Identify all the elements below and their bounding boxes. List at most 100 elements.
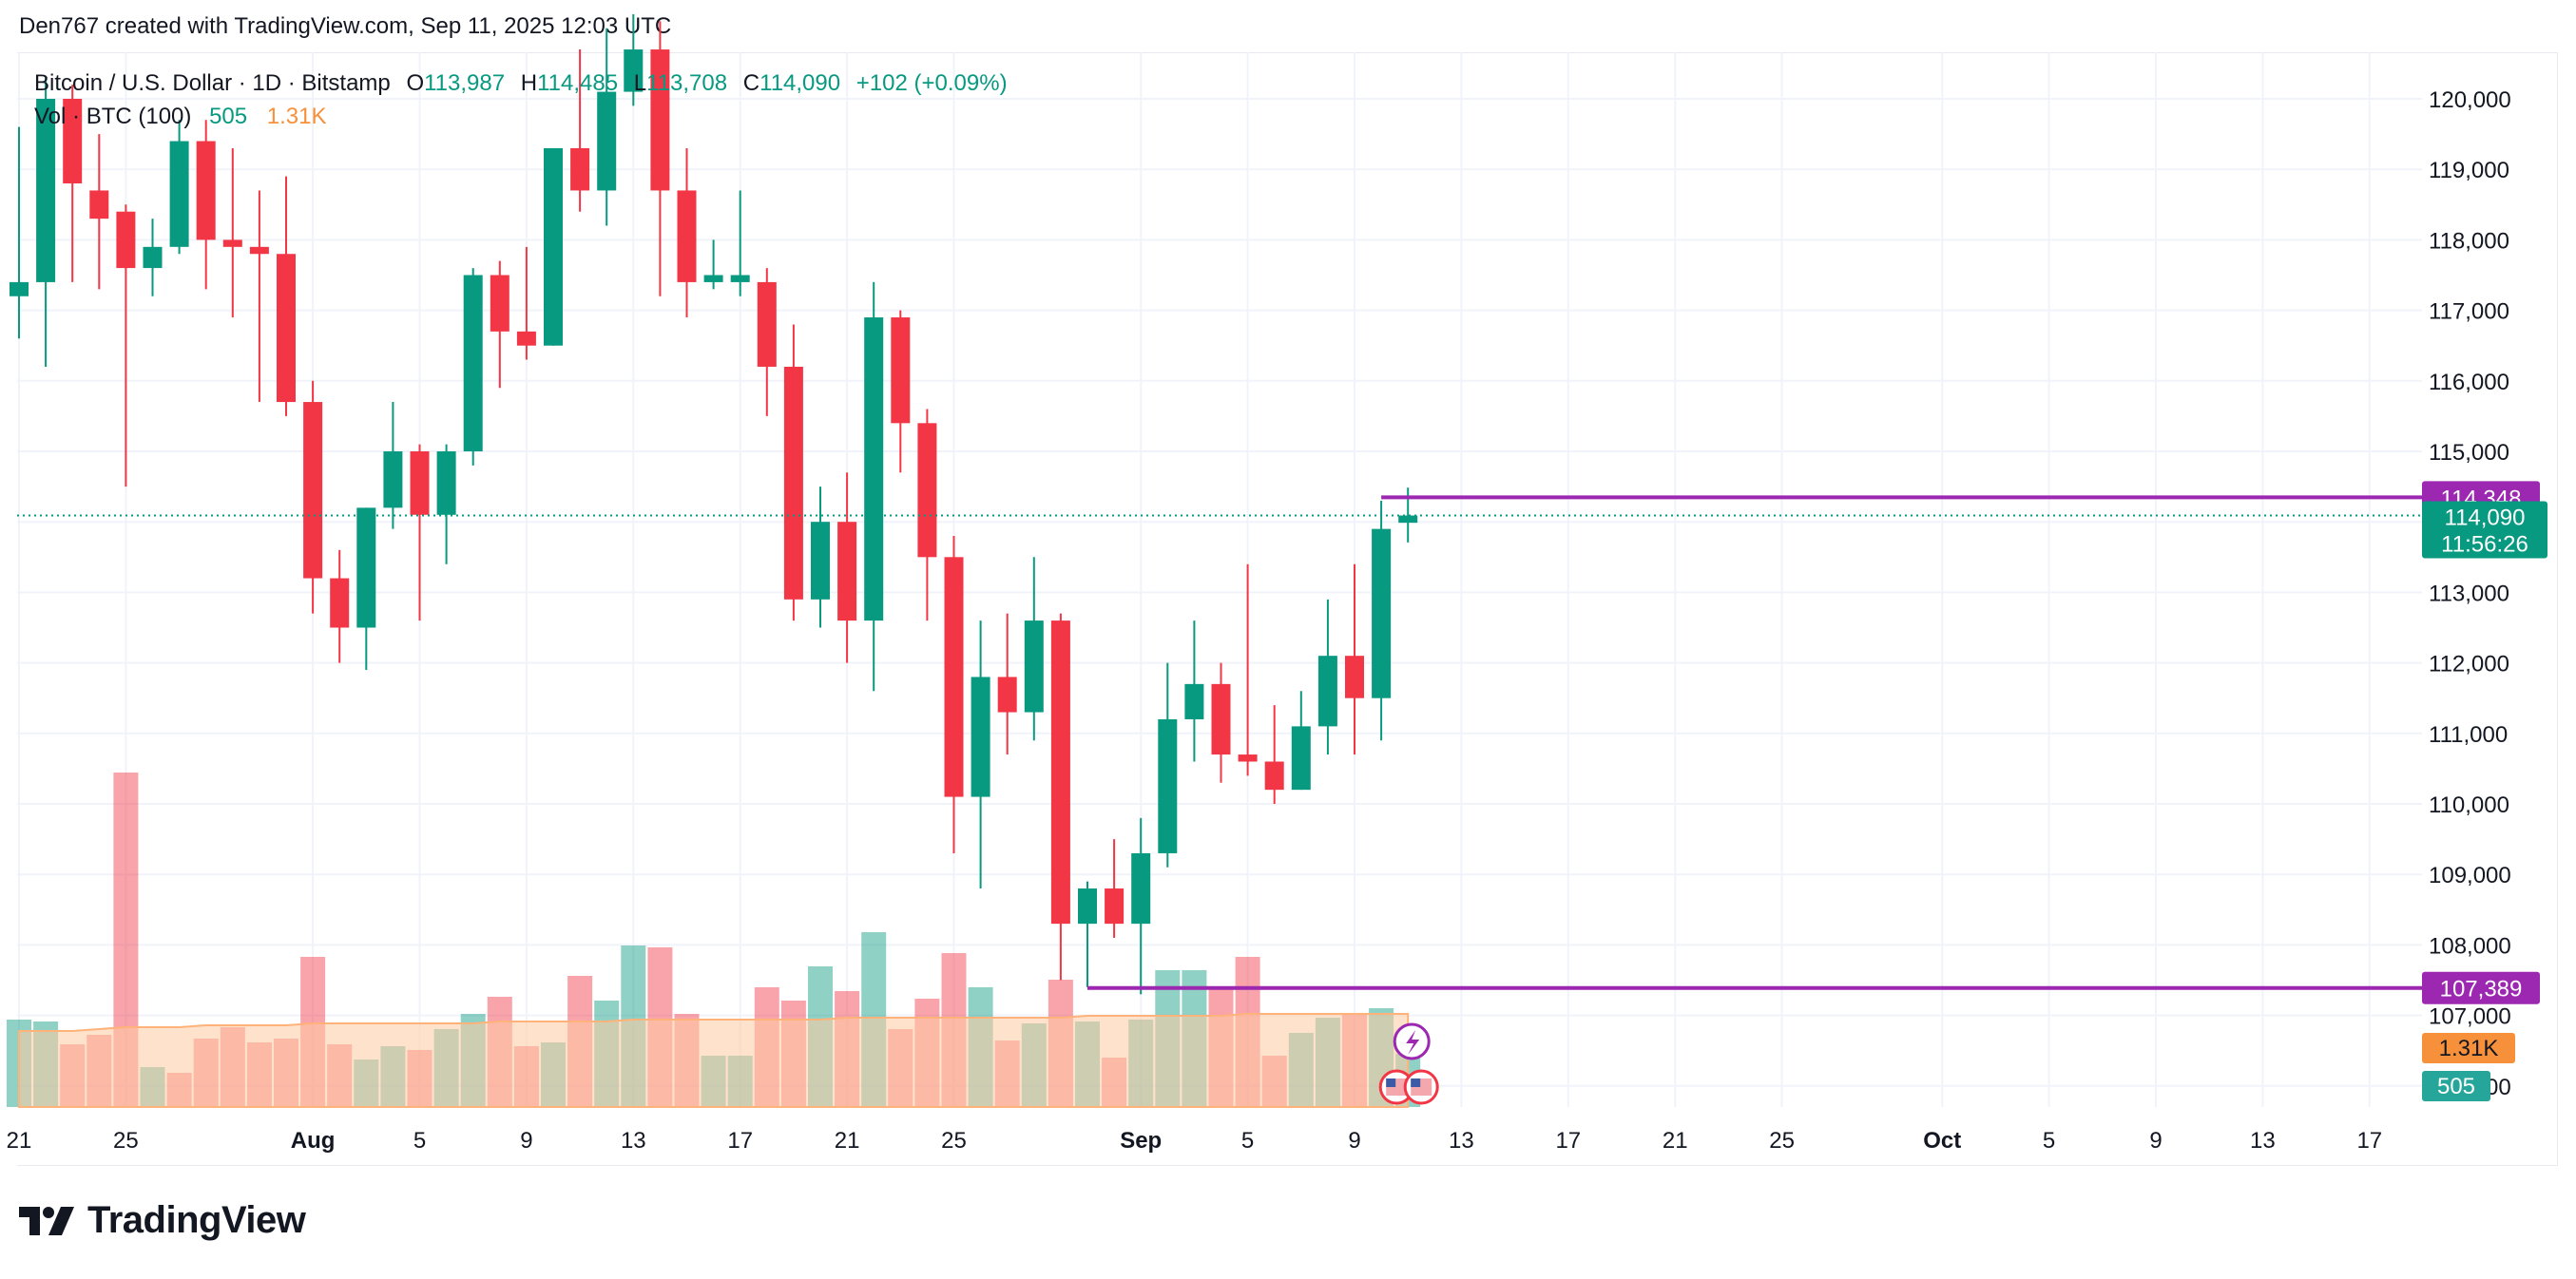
candle[interactable] (1131, 817, 1151, 995)
y-tick-label: 110,000 (2429, 792, 2509, 818)
candle[interactable] (944, 536, 964, 853)
tradingview-logo[interactable]: TradingView (19, 1199, 306, 1242)
x-tick-label: 17 (727, 1128, 753, 1154)
legend-high-label: H (520, 70, 538, 96)
y-tick-label: 109,000 (2429, 863, 2511, 888)
x-tick-label: 21 (1663, 1128, 1688, 1154)
candle[interactable] (1105, 839, 1125, 938)
candle-body (383, 451, 403, 508)
candle[interactable] (116, 204, 136, 487)
candle[interactable] (277, 176, 296, 416)
x-tick-label: 13 (1449, 1128, 1474, 1154)
candle[interactable] (650, 21, 670, 296)
y-tick-label: 107,000 (2429, 1004, 2511, 1030)
candle-body (891, 317, 911, 424)
candle-body (783, 366, 803, 600)
candle[interactable] (597, 28, 617, 226)
candle[interactable] (783, 324, 803, 621)
candle[interactable] (330, 549, 350, 663)
y-tick-label: 108,000 (2429, 933, 2511, 959)
candle-body (757, 281, 777, 367)
candle-body (89, 190, 109, 220)
candle[interactable] (703, 239, 723, 290)
candle-body (1211, 683, 1231, 755)
candle[interactable] (624, 13, 644, 106)
candle[interactable] (917, 409, 937, 621)
candle[interactable] (463, 268, 483, 466)
candle[interactable] (1050, 613, 1070, 981)
candle[interactable] (410, 444, 430, 621)
candle[interactable] (143, 219, 163, 296)
candle[interactable] (1078, 881, 1097, 987)
candle[interactable] (891, 310, 911, 473)
legend-symbol[interactable]: Bitcoin / U.S. Dollar · 1D · Bitstamp (34, 70, 391, 96)
candle-body (1398, 515, 1418, 524)
x-tick-label: 9 (2149, 1128, 2162, 1154)
legend-volume-label[interactable]: Vol · BTC (100) (34, 104, 192, 129)
y-tick-label: 113,000 (2429, 581, 2509, 606)
candle[interactable] (63, 85, 83, 282)
candle[interactable] (1291, 691, 1311, 791)
legend-open: 113,987 (424, 70, 506, 96)
legend-close-label: C (742, 70, 760, 96)
candle[interactable] (837, 472, 857, 663)
grid (17, 52, 2422, 1107)
candle[interactable] (570, 49, 590, 212)
candle[interactable] (490, 260, 509, 389)
candle[interactable] (811, 487, 830, 628)
candle[interactable] (303, 380, 323, 614)
lightning-glyph (1406, 1030, 1420, 1055)
candle[interactable] (1238, 563, 1258, 776)
candle-body (730, 275, 750, 282)
candle-body (249, 246, 269, 255)
x-tick-label: 5 (413, 1128, 426, 1154)
x-tick-label: 21 (835, 1128, 860, 1154)
candle-body (143, 246, 163, 269)
candle[interactable] (1184, 620, 1204, 762)
candle[interactable] (677, 147, 697, 318)
volume-pane (7, 773, 1421, 1108)
candle[interactable] (10, 126, 29, 339)
candle[interactable] (436, 444, 456, 564)
candle-body (1158, 718, 1178, 853)
candle[interactable] (1211, 662, 1231, 783)
candle[interactable] (1024, 557, 1044, 741)
candle[interactable] (864, 281, 884, 692)
x-tick-label: 9 (1348, 1128, 1360, 1154)
candle-body (196, 141, 216, 240)
candle[interactable] (383, 402, 403, 529)
candle[interactable] (1264, 705, 1284, 804)
volume-badge (2422, 1071, 2490, 1101)
candle[interactable] (1317, 599, 1337, 755)
candle[interactable] (1345, 563, 1364, 755)
chart-frame (17, 52, 2558, 1166)
legend-high: 114,485 (537, 70, 619, 96)
candle-body (1078, 888, 1097, 925)
candle[interactable] (516, 246, 536, 360)
candle-body (1291, 726, 1311, 791)
candle[interactable] (730, 190, 750, 296)
candle[interactable] (249, 190, 269, 403)
x-tick-label: 25 (113, 1128, 139, 1154)
volume-ma-area (18, 1013, 1410, 1108)
candle[interactable] (971, 620, 990, 889)
candle[interactable] (222, 147, 242, 318)
candle[interactable] (997, 613, 1017, 755)
candle[interactable] (1158, 662, 1178, 868)
candle[interactable] (1372, 500, 1392, 741)
candle-body (1184, 683, 1204, 719)
candle-body (544, 147, 563, 346)
candle[interactable] (196, 120, 216, 290)
candle[interactable] (544, 147, 563, 346)
candle[interactable] (89, 134, 109, 290)
x-tick-label: 9 (520, 1128, 532, 1154)
candle-body (222, 239, 242, 247)
x-tick-label: 13 (2250, 1128, 2276, 1154)
candle-body (1372, 528, 1392, 698)
candle[interactable] (757, 268, 777, 416)
candle[interactable] (356, 507, 376, 671)
x-tick-label: 17 (1555, 1128, 1581, 1154)
candle[interactable] (169, 120, 189, 255)
candle[interactable] (36, 77, 56, 367)
